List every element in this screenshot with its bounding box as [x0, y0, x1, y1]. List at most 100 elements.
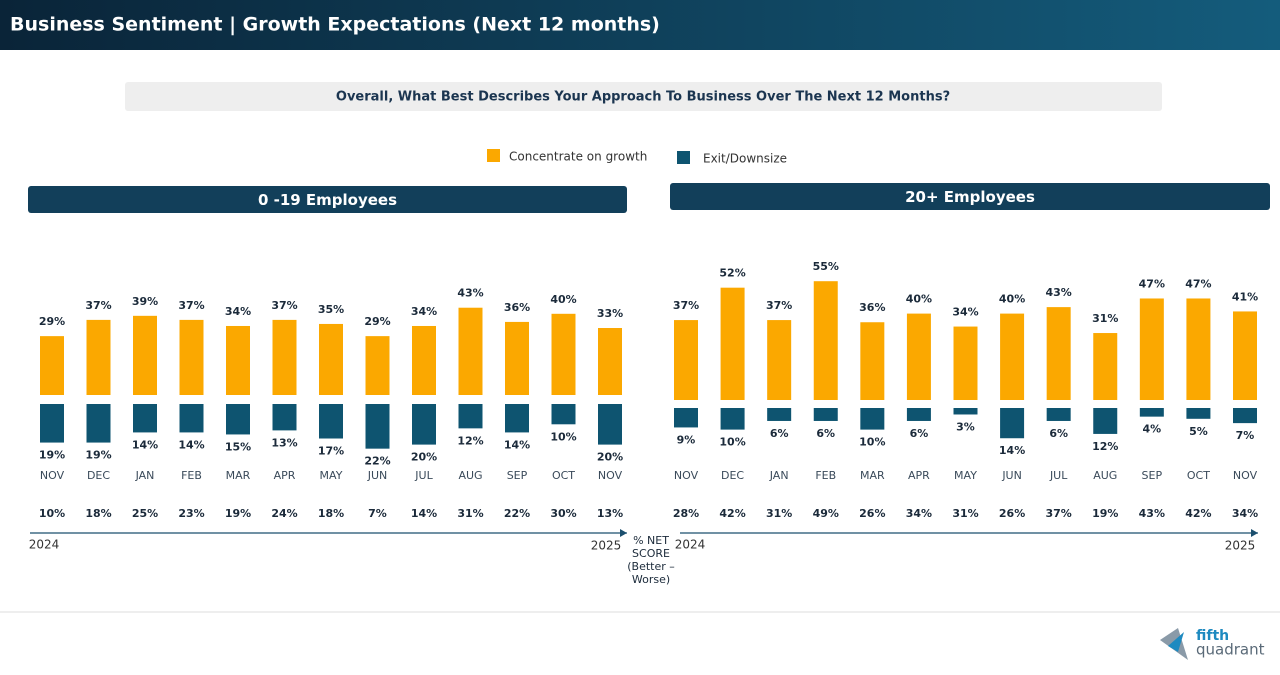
growth-bar: [1000, 313, 1025, 400]
data-label: 15%: [225, 440, 251, 453]
exit-bar: [458, 404, 483, 429]
exit-bar: [412, 404, 436, 445]
growth-bar: [906, 313, 931, 400]
x-tick-label: DEC: [87, 469, 110, 482]
growth-bar: [272, 319, 297, 395]
data-label: 14%: [178, 438, 204, 451]
growth-bar: [1046, 307, 1071, 400]
data-label: 12%: [457, 434, 483, 447]
data-label: 13%: [271, 436, 297, 449]
exit-bar: [365, 404, 390, 449]
data-label: 14%: [504, 438, 530, 451]
year-label: 2024: [675, 538, 706, 552]
timeline-arrow: [620, 529, 627, 537]
data-label: 43%: [1045, 286, 1071, 299]
net-score: 31%: [457, 507, 483, 520]
x-tick-label: OCT: [1187, 469, 1210, 482]
net-score: 34%: [906, 507, 932, 520]
data-label: 35%: [318, 303, 344, 316]
data-label: 36%: [504, 301, 530, 314]
question: Overall, What Best Describes Your Approa…: [336, 90, 950, 105]
net-score: 26%: [999, 507, 1025, 520]
growth-bar: [133, 315, 157, 395]
growth-bar: [365, 336, 390, 395]
data-label: 20%: [597, 451, 623, 464]
legend-label: Exit/Downsize: [703, 152, 787, 166]
growth-bar: [412, 325, 436, 395]
exit-bar: [1139, 408, 1164, 417]
data-label: 29%: [364, 315, 390, 328]
growth-bar: [551, 313, 576, 395]
x-tick-label: JUL: [414, 469, 433, 482]
growth-bar: [458, 307, 483, 395]
x-tick-label: SEP: [507, 469, 528, 482]
x-tick-label: NOV: [598, 469, 623, 482]
data-label: 6%: [770, 427, 789, 440]
x-tick-label: FEB: [181, 469, 202, 482]
growth-bar: [720, 287, 745, 400]
legend-label: Concentrate on growth: [509, 150, 647, 164]
growth-bar: [319, 323, 343, 395]
year-label: 2024: [29, 538, 60, 552]
x-tick-label: APR: [274, 469, 296, 482]
x-tick-label: JAN: [769, 469, 789, 482]
growth-bar: [860, 322, 885, 400]
data-label: 47%: [1185, 277, 1211, 290]
data-label: 20%: [411, 451, 437, 464]
net-score: 13%: [597, 507, 623, 520]
x-tick-label: NOV: [674, 469, 699, 482]
net-score: 19%: [1092, 507, 1118, 520]
data-label: 6%: [816, 427, 835, 440]
data-label: 37%: [85, 299, 111, 312]
net-score: 14%: [411, 507, 437, 520]
x-tick-label: AUG: [458, 469, 482, 482]
exit-bar: [40, 404, 64, 443]
net-score: 18%: [318, 507, 344, 520]
net-score: 42%: [1185, 507, 1211, 520]
data-label: 14%: [132, 438, 158, 451]
x-tick-label: JUL: [1049, 469, 1068, 482]
x-tick-label: MAR: [226, 469, 251, 482]
data-label: 29%: [39, 315, 65, 328]
exit-bar: [813, 408, 838, 421]
growth-bar: [953, 326, 978, 400]
data-label: 7%: [1236, 429, 1255, 442]
growth-bar: [40, 336, 64, 395]
net-score: 19%: [225, 507, 251, 520]
x-tick-label: JUN: [1001, 469, 1022, 482]
growth-bar: [1186, 298, 1211, 400]
year-label: 2025: [1225, 539, 1256, 553]
panel-title-bar: [28, 186, 627, 213]
x-tick-label: SEP: [1142, 469, 1163, 482]
exit-bar: [86, 404, 111, 443]
net-score: 43%: [1139, 507, 1165, 520]
x-tick-label: APR: [908, 469, 930, 482]
exit-bar: [226, 404, 250, 435]
x-tick-label: DEC: [721, 469, 744, 482]
data-label: 40%: [550, 293, 576, 306]
x-tick-label: JAN: [135, 469, 155, 482]
net-score: 49%: [813, 507, 839, 520]
data-label: 40%: [906, 293, 932, 306]
data-label: 4%: [1142, 423, 1161, 436]
data-label: 40%: [999, 293, 1025, 306]
header-bar: [0, 0, 1280, 50]
x-tick-label: FEB: [815, 469, 836, 482]
question-box: [125, 82, 1162, 111]
exit-bar: [1233, 408, 1257, 424]
net-score: 28%: [673, 507, 699, 520]
net-score: 31%: [952, 507, 978, 520]
data-label: 12%: [1092, 440, 1118, 453]
net-score: 25%: [132, 507, 158, 520]
growth-bar: [1139, 298, 1164, 400]
growth-bar: [674, 320, 698, 400]
growth-bar: [598, 328, 622, 395]
x-tick-label: AUG: [1093, 469, 1117, 482]
logo-text: fifth: [1196, 628, 1229, 644]
data-label: 6%: [910, 427, 929, 440]
net-score: 23%: [178, 507, 204, 520]
exit-bar: [551, 404, 576, 425]
net-score: 37%: [1045, 507, 1071, 520]
data-label: 3%: [956, 420, 975, 433]
exit-bar: [860, 408, 885, 430]
